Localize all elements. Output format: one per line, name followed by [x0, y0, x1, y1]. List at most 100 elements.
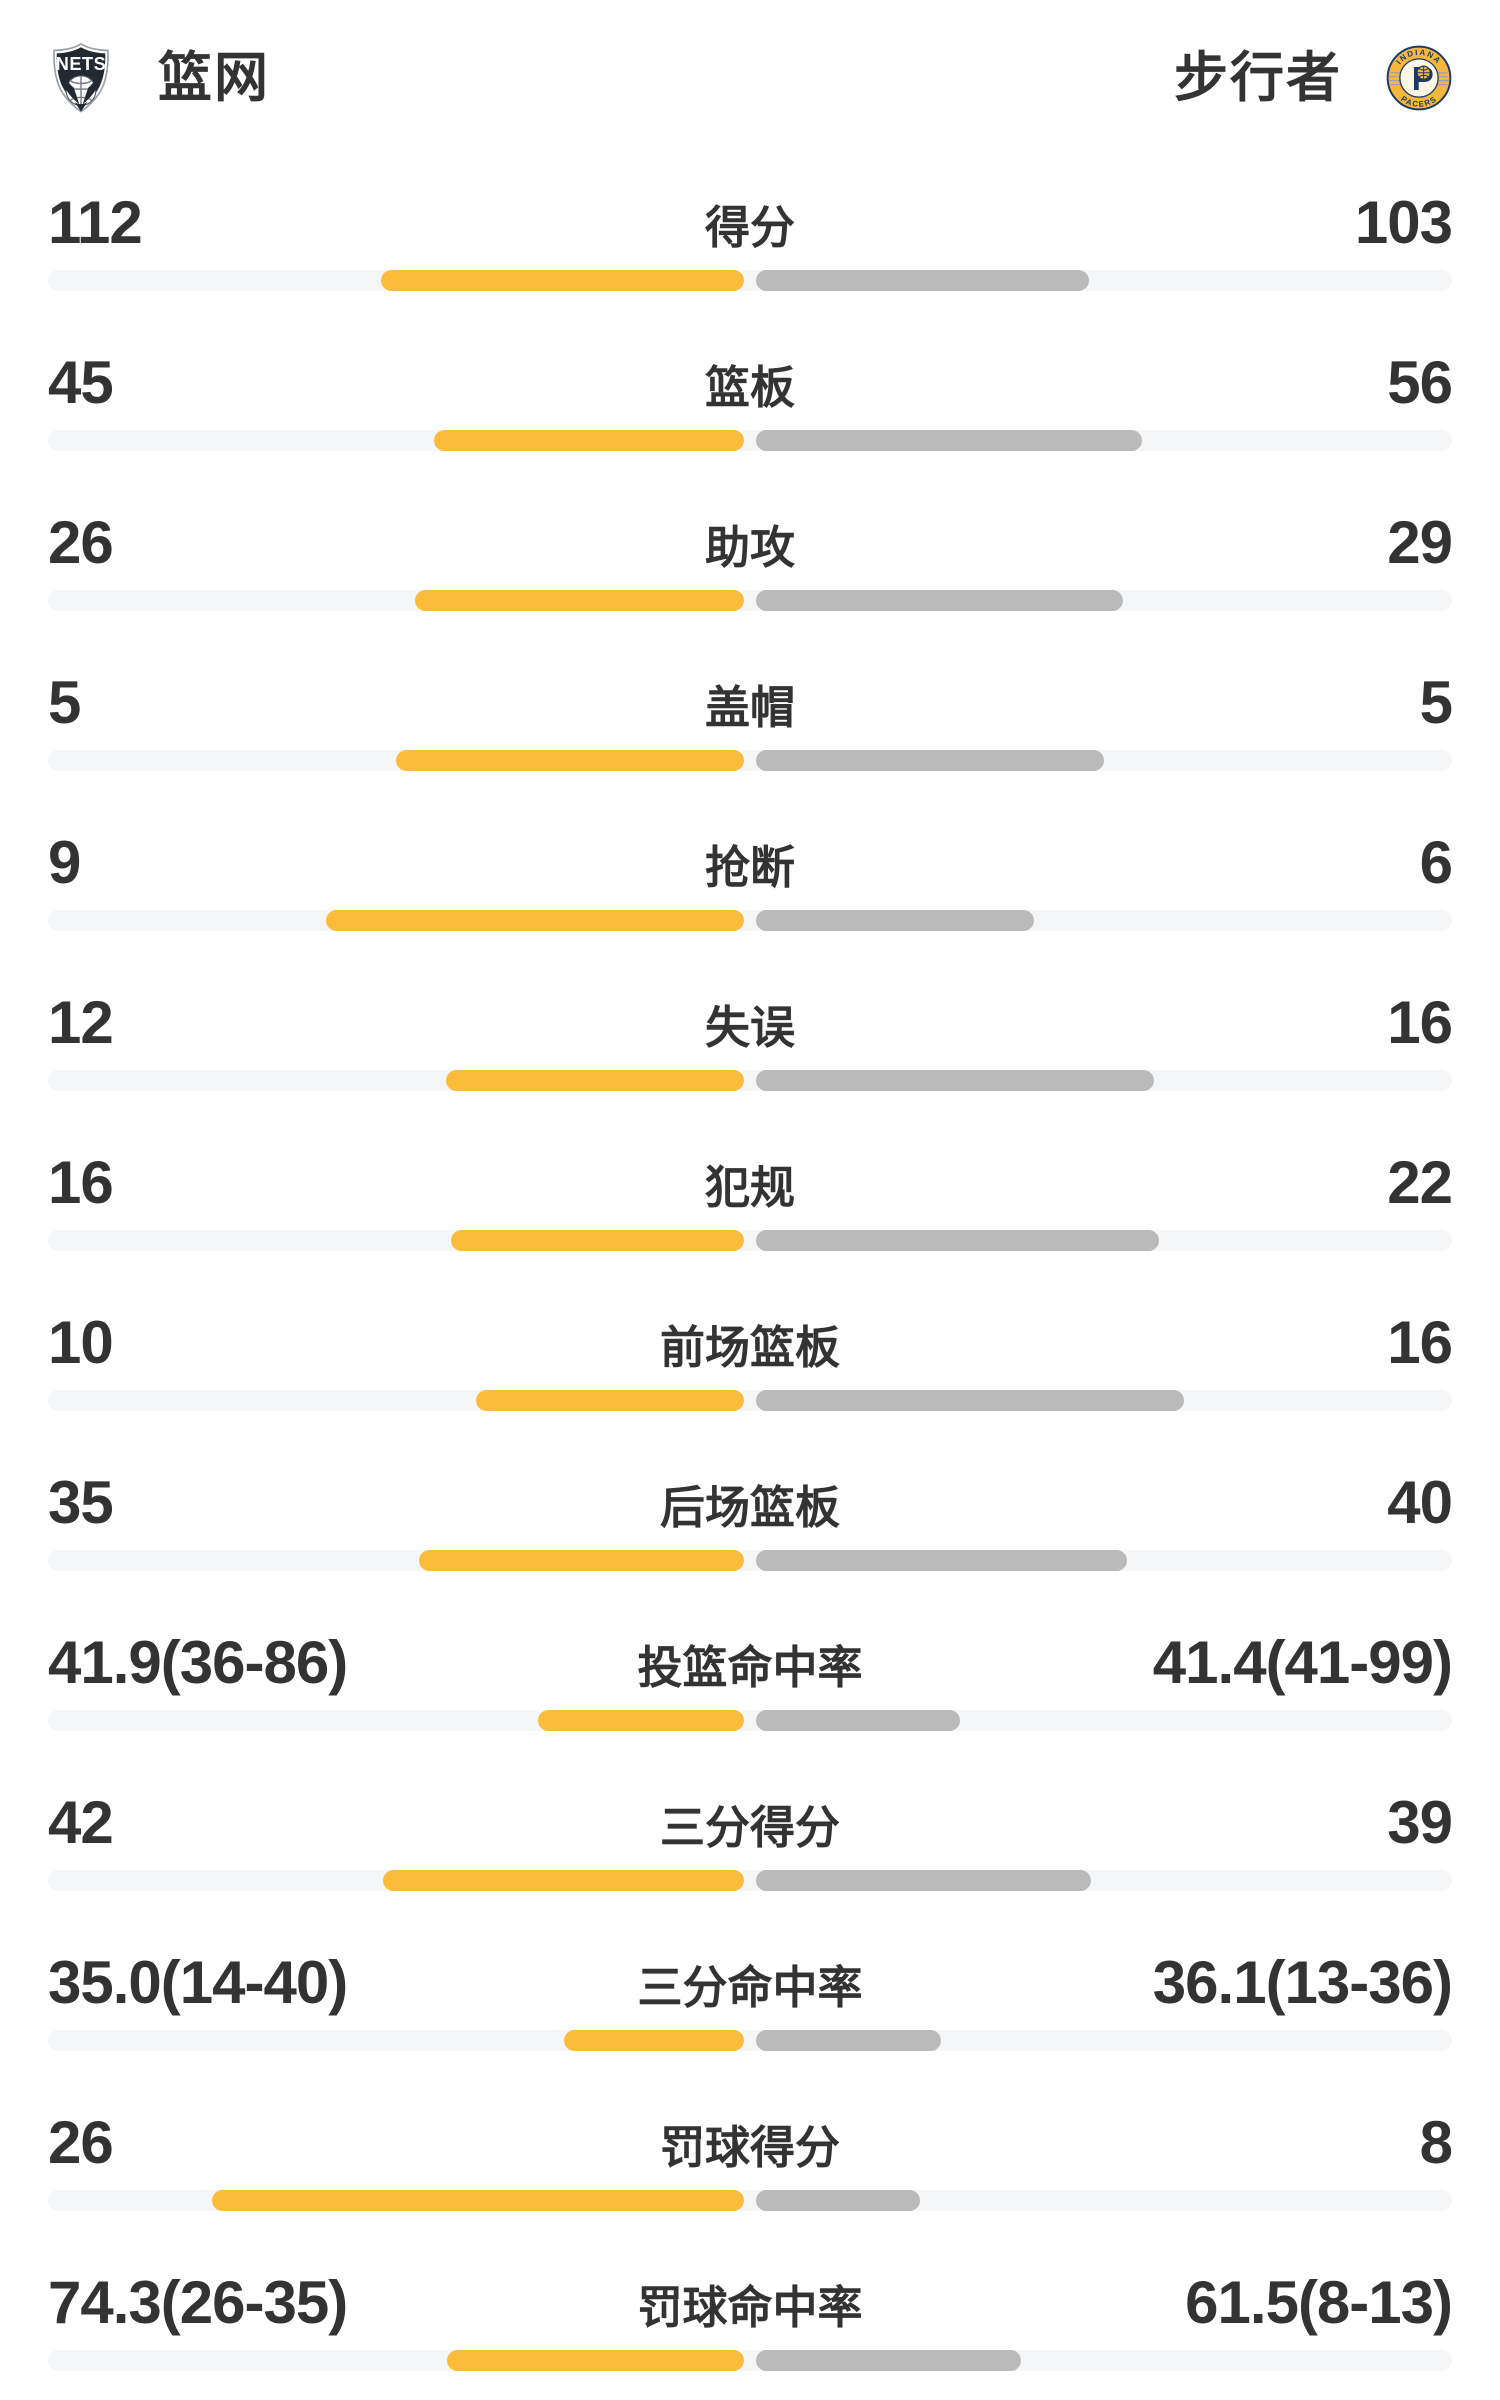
stat-label: 篮板: [704, 361, 796, 413]
home-value: 16: [48, 1149, 114, 1216]
stat-bar-track: [48, 2030, 1452, 2051]
home-value: 35.0(14-40): [48, 1949, 348, 2016]
stat-bar-track: [48, 910, 1452, 931]
stat-row: 12 失误 16: [48, 992, 1453, 1091]
stat-row: 9 抢断 6: [48, 829, 1453, 931]
away-bar: [756, 1710, 960, 1731]
away-value: 16: [1387, 1309, 1453, 1376]
stat-line: 41.9(36-86) 投篮命中率 41.4(41-99): [48, 1629, 1453, 1696]
away-value: 6: [1419, 829, 1453, 896]
stat-label: 后场篮板: [659, 1481, 841, 1533]
home-value: 5: [48, 669, 81, 736]
home-bar: [396, 750, 744, 771]
stat-line: 42 三分得分 39: [48, 1789, 1453, 1856]
home-value: 74.3(26-35): [48, 2269, 348, 2336]
stat-line: 16 犯规 22: [48, 1149, 1453, 1216]
stat-row: 26 助攻 29: [48, 509, 1453, 611]
stat-line: 9 抢断 6: [48, 829, 1453, 896]
home-bar: [476, 1390, 744, 1411]
nets-logo-text: NETS: [56, 54, 107, 74]
home-value: 112: [48, 189, 143, 256]
stat-label: 投篮命中率: [637, 1641, 863, 1693]
stat-row: 10 前场篮板 16: [48, 1309, 1453, 1411]
stat-line: 5 盖帽 5: [48, 669, 1453, 736]
home-bar: [381, 270, 744, 291]
stat-bar-track: [48, 270, 1452, 291]
away-value: 39: [1387, 1789, 1453, 1856]
stat-label: 盖帽: [704, 681, 796, 733]
nets-logo-icon: NETS: [48, 42, 114, 114]
away-value: 41.4(41-99): [1152, 1629, 1453, 1696]
home-bar: [415, 590, 744, 611]
stat-bar-track: [48, 2190, 1452, 2211]
home-bar: [326, 910, 744, 931]
away-bar: [756, 1230, 1159, 1251]
stat-label: 助攻: [704, 521, 796, 573]
home-value: 45: [48, 349, 114, 416]
stat-bar-track: [48, 430, 1452, 451]
home-value: 9: [48, 829, 81, 896]
stat-bar-track: [48, 1390, 1452, 1411]
stat-row: 42 三分得分 39: [48, 1789, 1453, 1891]
stat-row: 41.9(36-86) 投篮命中率 41.4(41-99): [48, 1629, 1453, 1731]
home-bar: [445, 1070, 744, 1091]
stat-label: 犯规: [704, 1161, 796, 1213]
away-value: 36.1(13-36): [1152, 1949, 1453, 2016]
home-bar: [433, 430, 744, 451]
stat-bar-track: [48, 2350, 1452, 2371]
away-bar: [756, 1870, 1092, 1891]
home-team-name: 篮网: [158, 48, 270, 108]
stat-bar-track: [48, 1230, 1452, 1251]
stat-label: 抢断: [704, 841, 796, 893]
stat-label: 罚球得分: [659, 2121, 841, 2173]
home-value: 10: [48, 1309, 114, 1376]
stat-row: 5 盖帽 5: [48, 669, 1453, 771]
stat-line: 35 后场篮板 40: [48, 1469, 1453, 1536]
stat-row: 45 篮板 56: [48, 349, 1453, 451]
away-value: 40: [1387, 1469, 1453, 1536]
stat-bar-track: [48, 1550, 1452, 1571]
home-bar: [447, 2350, 744, 2371]
home-bar: [450, 1230, 744, 1251]
pacers-logo-icon: INDIANA PACERS P: [1386, 45, 1452, 111]
stat-label: 前场篮板: [659, 1321, 841, 1373]
stat-line: 26 罚球得分 8: [48, 2109, 1453, 2176]
away-bar: [756, 270, 1090, 291]
away-bar: [756, 2190, 920, 2211]
away-bar: [756, 2030, 941, 2051]
away-value: 61.5(8-13): [1185, 2269, 1453, 2336]
home-value: 26: [48, 2109, 114, 2176]
home-bar: [419, 1550, 744, 1571]
basketball-seams: [1417, 66, 1431, 80]
stat-bar-track: [48, 1870, 1452, 1891]
stats-list: 112 得分 103 45 篮板 56 26 助攻 29: [48, 189, 1453, 2371]
away-bar: [756, 910, 1035, 931]
svg-text:PACERS: PACERS: [1399, 94, 1439, 109]
away-bar: [756, 430, 1142, 451]
away-value: 22: [1387, 1149, 1453, 1216]
away-bar: [756, 590, 1123, 611]
home-value: 26: [48, 509, 114, 576]
stat-line: 112 得分 103: [48, 189, 1453, 256]
stat-bar-track: [48, 1710, 1452, 1731]
stat-line: 26 助攻 29: [48, 509, 1453, 576]
stat-row: 74.3(26-35) 罚球命中率 61.5(8-13): [48, 2269, 1453, 2371]
pacers-speed-lines: [1389, 72, 1449, 86]
home-bar: [211, 2190, 744, 2211]
stat-label: 罚球命中率: [637, 2281, 863, 2333]
stat-row: 35 后场篮板 40: [48, 1469, 1453, 1571]
stat-bar-track: [48, 590, 1452, 611]
home-value: 41.9(36-86): [48, 1629, 348, 1696]
stat-line: 35.0(14-40) 三分命中率 36.1(13-36): [48, 1949, 1453, 2016]
stat-label: 三分得分: [659, 1801, 841, 1853]
stat-label: 得分: [704, 201, 796, 253]
away-bar: [756, 750, 1104, 771]
away-bar: [756, 1390, 1185, 1411]
home-value: 42: [48, 1789, 114, 1856]
away-value: 8: [1419, 2109, 1453, 2176]
stat-line: 12 失误 16: [48, 992, 1453, 1054]
pacers-logo-bottom-text: PACERS: [1399, 94, 1437, 109]
stat-line: 74.3(26-35) 罚球命中率 61.5(8-13): [48, 2269, 1453, 2336]
scoreboard-header: NETS 篮网 步行者: [48, 42, 1452, 114]
away-bar: [756, 2350, 1022, 2371]
